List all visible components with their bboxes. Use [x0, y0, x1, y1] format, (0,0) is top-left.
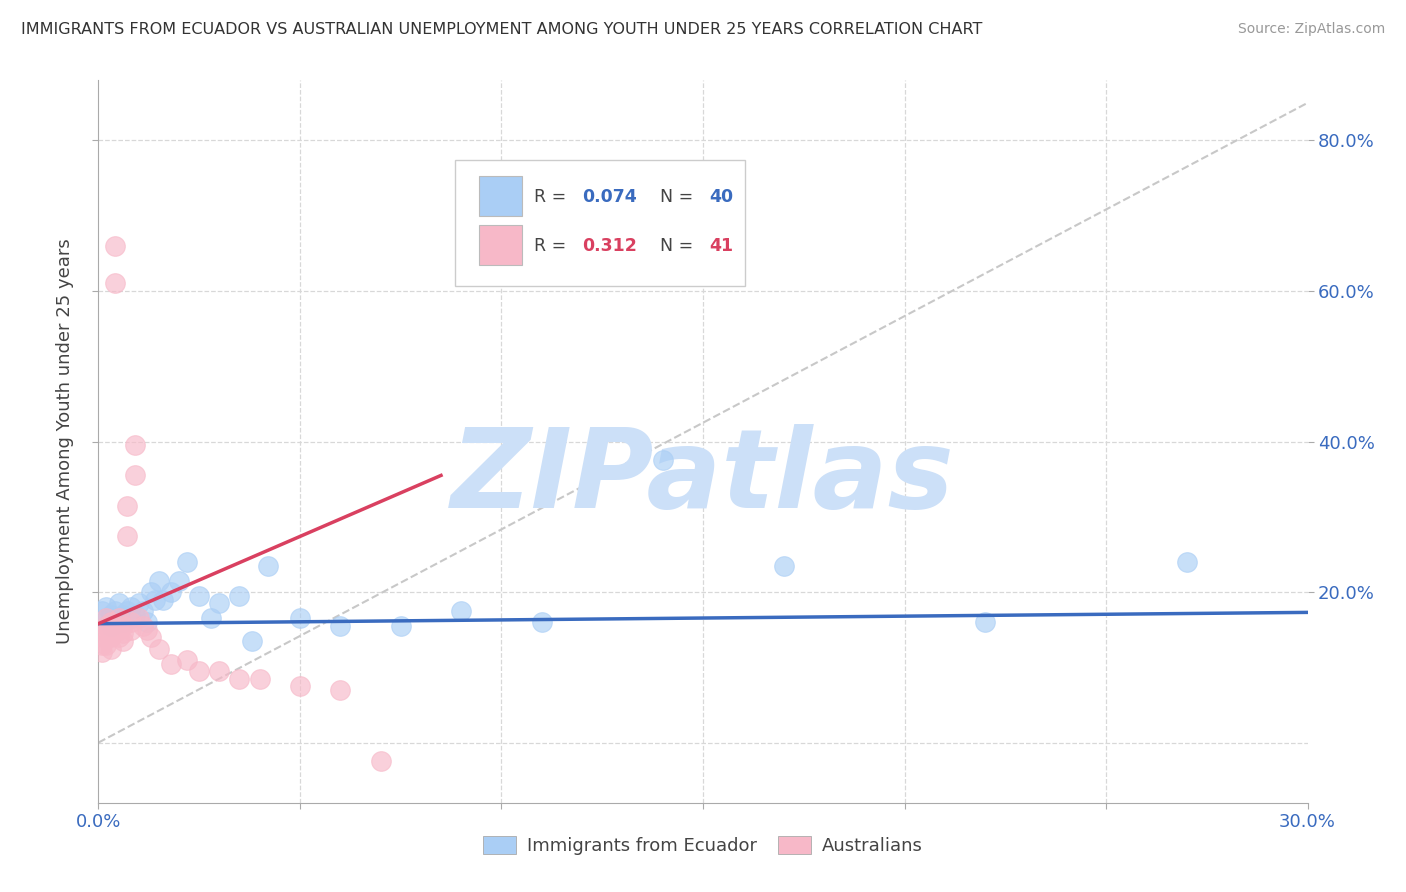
Text: R =: R = — [534, 237, 571, 255]
Point — [160, 657, 183, 671]
Point — [100, 641, 122, 656]
Point — [208, 664, 231, 678]
Point — [103, 239, 125, 253]
Point — [124, 468, 146, 483]
Point — [103, 615, 125, 630]
Point — [91, 638, 114, 652]
Point — [96, 619, 118, 633]
Point — [120, 615, 142, 630]
Point — [120, 611, 142, 625]
Point — [167, 574, 190, 588]
Point — [135, 623, 157, 637]
Point — [132, 619, 155, 633]
Point — [91, 604, 114, 618]
Point — [530, 615, 553, 630]
Point — [148, 574, 170, 588]
Text: 41: 41 — [709, 237, 733, 255]
Point — [329, 619, 352, 633]
Text: R =: R = — [534, 188, 571, 206]
Point — [240, 634, 263, 648]
Point — [103, 277, 125, 291]
Point — [188, 664, 211, 678]
Point — [111, 626, 134, 640]
Point — [111, 607, 134, 622]
Y-axis label: Unemployment Among Youth under 25 years: Unemployment Among Youth under 25 years — [56, 239, 75, 644]
Text: IMMIGRANTS FROM ECUADOR VS AUSTRALIAN UNEMPLOYMENT AMONG YOUTH UNDER 25 YEARS CO: IMMIGRANTS FROM ECUADOR VS AUSTRALIAN UN… — [21, 22, 983, 37]
Point — [651, 453, 673, 467]
Point — [107, 611, 129, 625]
Point — [139, 630, 162, 644]
Point — [176, 555, 198, 569]
Point — [132, 604, 155, 618]
Point — [135, 615, 157, 630]
Point — [143, 592, 166, 607]
Legend: Immigrants from Ecuador, Australians: Immigrants from Ecuador, Australians — [477, 829, 929, 863]
Point — [228, 672, 250, 686]
Point — [389, 619, 412, 633]
Point — [188, 589, 211, 603]
Point — [107, 611, 129, 625]
Point — [115, 528, 138, 542]
Point — [329, 682, 352, 697]
Point — [160, 585, 183, 599]
Point — [176, 653, 198, 667]
Point — [103, 619, 125, 633]
Point — [228, 589, 250, 603]
Point — [1175, 555, 1198, 569]
Text: Source: ZipAtlas.com: Source: ZipAtlas.com — [1237, 22, 1385, 37]
Point — [450, 604, 472, 618]
Point — [91, 623, 114, 637]
Point — [91, 630, 114, 644]
Point — [288, 611, 311, 625]
Point — [111, 619, 134, 633]
Point — [100, 615, 122, 630]
Text: ZIPatlas: ZIPatlas — [451, 425, 955, 531]
Point — [100, 630, 122, 644]
Point — [91, 645, 114, 659]
Point — [107, 596, 129, 610]
Point — [249, 672, 271, 686]
Point — [288, 679, 311, 693]
Point — [124, 438, 146, 452]
Point — [96, 611, 118, 625]
Point — [96, 600, 118, 615]
Point — [115, 604, 138, 618]
Point — [111, 634, 134, 648]
Point — [100, 607, 122, 622]
Point — [96, 638, 118, 652]
Point — [111, 615, 134, 630]
Point — [128, 596, 150, 610]
Point — [370, 755, 392, 769]
Point — [148, 641, 170, 656]
Bar — [479, 225, 522, 265]
Bar — [479, 177, 522, 216]
Point — [107, 623, 129, 637]
Text: 0.074: 0.074 — [582, 188, 637, 206]
Point — [772, 558, 794, 573]
Point — [120, 600, 142, 615]
Point — [96, 611, 118, 625]
Point — [100, 619, 122, 633]
Point — [100, 623, 122, 637]
Text: N =: N = — [648, 237, 699, 255]
Point — [120, 623, 142, 637]
Point — [124, 607, 146, 622]
FancyBboxPatch shape — [456, 160, 745, 286]
Point — [256, 558, 278, 573]
Point — [128, 611, 150, 625]
Text: N =: N = — [648, 188, 699, 206]
Text: 0.312: 0.312 — [582, 237, 637, 255]
Point — [200, 611, 222, 625]
Point — [115, 499, 138, 513]
Point — [152, 592, 174, 607]
Point — [974, 615, 997, 630]
Point — [103, 604, 125, 618]
Point — [139, 585, 162, 599]
Point — [208, 596, 231, 610]
Point — [107, 630, 129, 644]
Text: 40: 40 — [709, 188, 733, 206]
Point — [96, 626, 118, 640]
